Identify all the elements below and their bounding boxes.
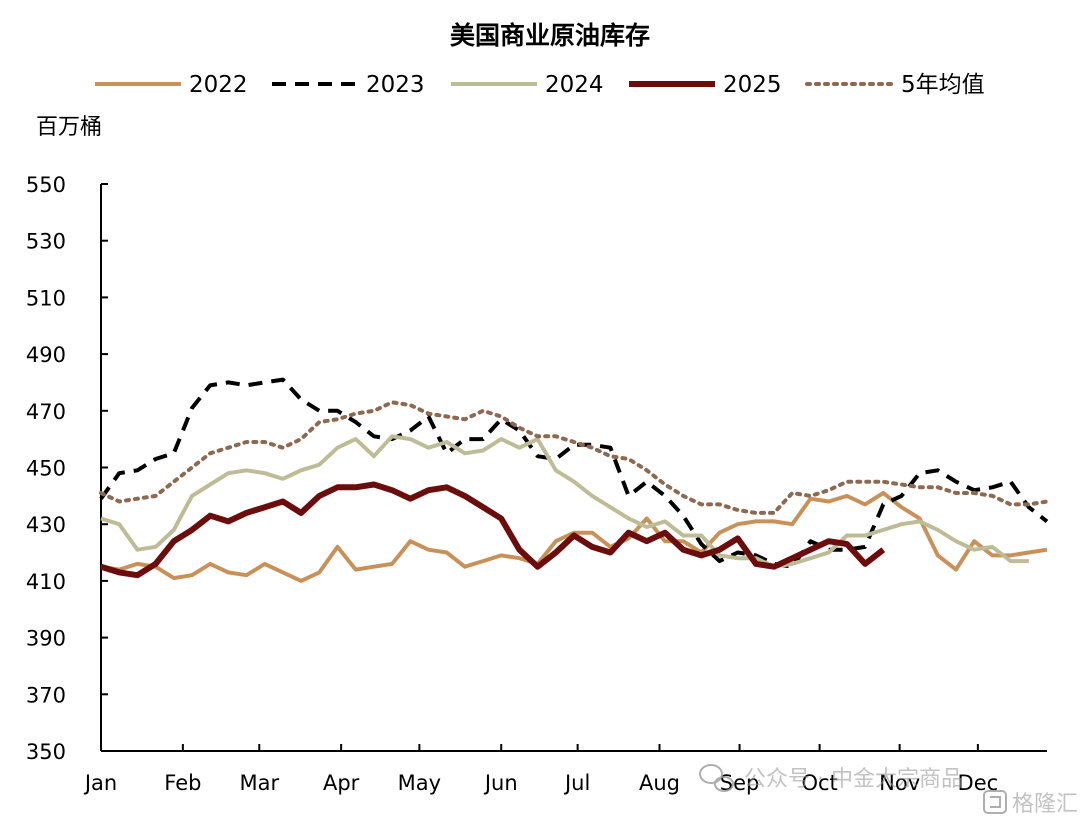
- x-axis: Jan Feb Mar Apr May Jun Jul Aug Sep Oct Nov Dec: [83, 744, 1047, 795]
- y-tick-label: 490: [26, 343, 66, 367]
- y-axis: 350 370 390 410 430 450 470 490 510 530 550: [26, 173, 108, 764]
- y-tick-label: 530: [26, 230, 66, 254]
- legend-label: 2024: [545, 72, 604, 98]
- legend-label: 2025: [723, 72, 782, 98]
- series-line-2024: [100, 434, 1029, 569]
- y-tick-label: 410: [26, 570, 66, 594]
- x-tick-label: Mar: [239, 771, 279, 795]
- series-line-5年均值: [99, 400, 1049, 515]
- legend-label: 5年均值: [901, 72, 985, 98]
- x-tick-label: Feb: [164, 771, 201, 795]
- x-tick-label: Jul: [563, 771, 590, 795]
- y-tick-label: 370: [26, 683, 66, 707]
- y-tick-label: 510: [26, 286, 66, 310]
- watermark: 公众号 · 中金大宗商品 格隆汇: [699, 764, 1078, 817]
- gelonghui-logo-icon: [983, 790, 1007, 814]
- x-tick-label: Nov: [879, 771, 920, 795]
- chart-title: 美国商业原油库存: [450, 21, 650, 50]
- y-tick-label: 550: [26, 173, 66, 197]
- y-tick-label: 470: [26, 400, 66, 424]
- series-line-2023: [99, 377, 1049, 569]
- x-tick-label: Jun: [483, 771, 518, 795]
- series-line-2025: [100, 481, 886, 579]
- x-tick-label: May: [398, 771, 441, 795]
- y-tick-label: 350: [26, 740, 66, 764]
- y-tick-label: 390: [26, 627, 66, 651]
- x-tick-label: Oct: [801, 771, 837, 795]
- x-tick-label: Aug: [639, 771, 680, 795]
- watermark-wechat-text: 公众号 · 中金大宗商品: [744, 767, 963, 792]
- series-layer: [99, 377, 1049, 583]
- y-axis-unit-label: 百万桶: [36, 115, 102, 140]
- y-tick-label: 450: [26, 457, 66, 481]
- x-tick-label: Jan: [83, 771, 117, 795]
- legend-label: 2023: [366, 72, 425, 98]
- legend-label: 2022: [189, 72, 248, 98]
- watermark-site-text: 格隆汇: [1012, 792, 1078, 817]
- y-tick-label: 430: [26, 513, 66, 537]
- x-tick-label: Apr: [323, 771, 360, 795]
- wechat-icon: [699, 764, 734, 792]
- chart-legend: 2022 2023 2024 2025 5年均值: [95, 72, 985, 98]
